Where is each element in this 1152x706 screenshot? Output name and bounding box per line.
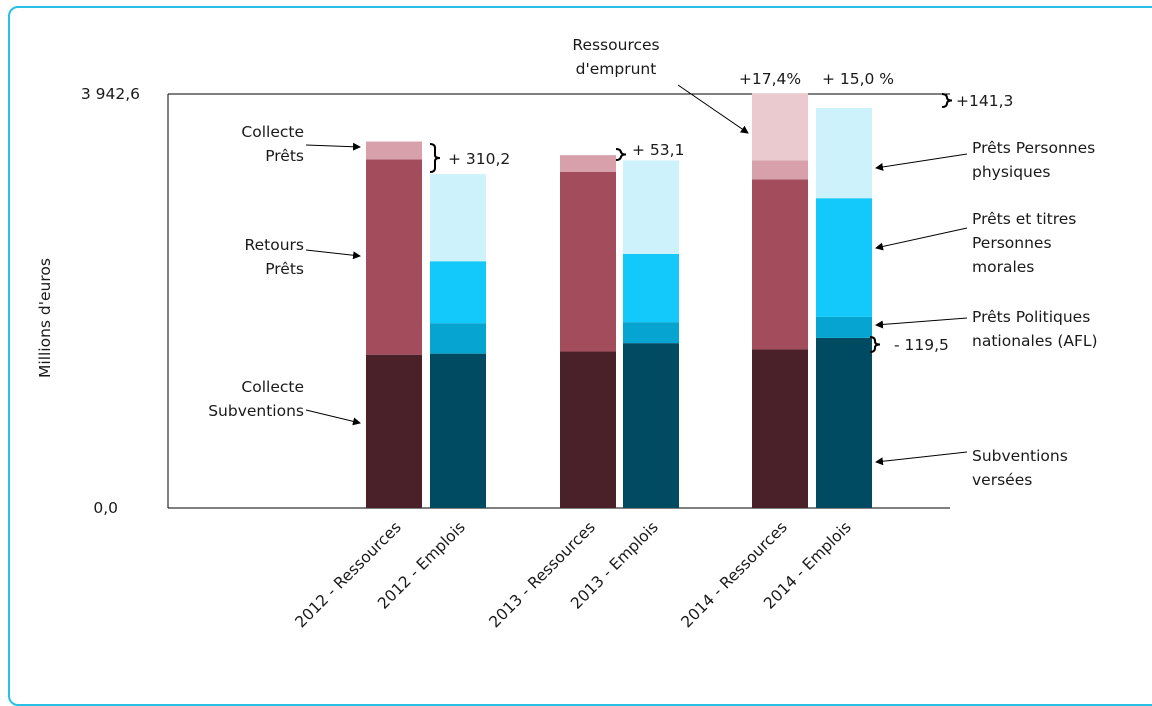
bar-segment-prets-personnes-physiques (623, 160, 679, 254)
bar-segment-collecte-prets (752, 160, 808, 180)
series-label-prets-personnes-physiques: Prêts Personnes (972, 139, 1095, 157)
bar-segment-prets-politiques-nationales-afl (816, 316, 872, 338)
growth-label: +17,4% (739, 70, 801, 88)
bar-segment-retours-prets (752, 179, 808, 350)
series-label-prets-et-titres-personnes-morales: morales (972, 258, 1034, 276)
annotation-arrow (875, 227, 968, 251)
bar-segment-prets-et-titres-personnes-morales (623, 253, 679, 323)
bar-segment-collecte-subventions (366, 354, 422, 508)
difference-brace (615, 148, 627, 161)
annotation-arrow (875, 153, 968, 171)
difference-label: + 310,2 (448, 150, 510, 168)
annotation-arrow (677, 84, 749, 134)
bar-segment-prets-politiques-nationales-afl (623, 322, 679, 344)
series-label-ressources-d-emprunt: d'emprunt (576, 60, 657, 78)
y-axis-title: Millions d'euros (36, 258, 54, 378)
bar-segment-collecte-prets (560, 155, 616, 172)
growth-label: + 15,0 % (822, 70, 894, 88)
difference-brace (429, 143, 441, 173)
annotation-arrow (305, 142, 361, 151)
annotation-arrow (305, 409, 361, 426)
annotation-arrow (875, 451, 968, 466)
x-tick-label: 2013 - Ressources (486, 518, 599, 631)
bar-segment-subventions-versees (816, 337, 872, 508)
annotation-arrow (305, 249, 361, 260)
series-label-retours-prets: Prêts (265, 260, 304, 278)
series-label-prets-personnes-physiques: physiques (972, 163, 1051, 181)
bar-segment-prets-et-titres-personnes-morales (816, 198, 872, 317)
y-tick-label: 0,0 (93, 499, 118, 517)
series-label-prets-politiques-nationales-afl: nationales (AFL) (972, 332, 1098, 350)
bar-segment-subventions-versees (430, 353, 486, 508)
difference-brace (941, 93, 953, 108)
bar-segment-prets-personnes-physiques (816, 107, 872, 199)
bar-segment-prets-et-titres-personnes-morales (430, 261, 486, 324)
x-tick-label: 2012 - Ressources (292, 518, 405, 631)
series-label-collecte-subventions: Collecte (241, 378, 304, 396)
bar-segment-collecte-subventions (560, 351, 616, 508)
series-label-retours-prets: Retours (245, 236, 304, 254)
series-label-prets-et-titres-personnes-morales: Prêts et titres (972, 210, 1076, 228)
series-label-prets-politiques-nationales-afl: Prêts Politiques (972, 308, 1090, 326)
series-label-collecte-subventions: Subventions (208, 402, 304, 420)
bar-segment-prets-personnes-physiques (430, 174, 486, 262)
difference-brace (869, 336, 881, 353)
stacked-bar-chart: 0,0 3 942,6 Millions d'euros 2012 - Ressour… (36, 36, 1098, 631)
bar-segment-collecte-prets (366, 141, 422, 160)
bar-segment-ressources-d-emprunt (752, 93, 808, 161)
bar-segment-retours-prets (366, 159, 422, 355)
difference-label: - 119,5 (894, 336, 949, 354)
series-label-ressources-d-emprunt: Ressources (572, 36, 659, 54)
bar-segment-retours-prets (560, 171, 616, 352)
bar-segment-collecte-subventions (752, 349, 808, 508)
series-label-collecte-prets: Prêts (265, 147, 304, 165)
bar-segment-subventions-versees (623, 343, 679, 508)
series-label-subventions-versees: versées (972, 471, 1032, 489)
bar-segment-prets-politiques-nationales-afl (430, 323, 486, 354)
difference-label: +141,3 (956, 92, 1013, 110)
difference-label: + 53,1 (632, 141, 684, 159)
annotation-arrow (875, 317, 968, 329)
series-label-prets-et-titres-personnes-morales: Personnes (972, 234, 1052, 252)
y-tick-label: 3 942,6 (81, 85, 140, 103)
series-label-collecte-prets: Collecte (241, 123, 304, 141)
x-tick-label: 2014 - Ressources (678, 518, 791, 631)
series-label-subventions-versees: Subventions (972, 447, 1068, 465)
